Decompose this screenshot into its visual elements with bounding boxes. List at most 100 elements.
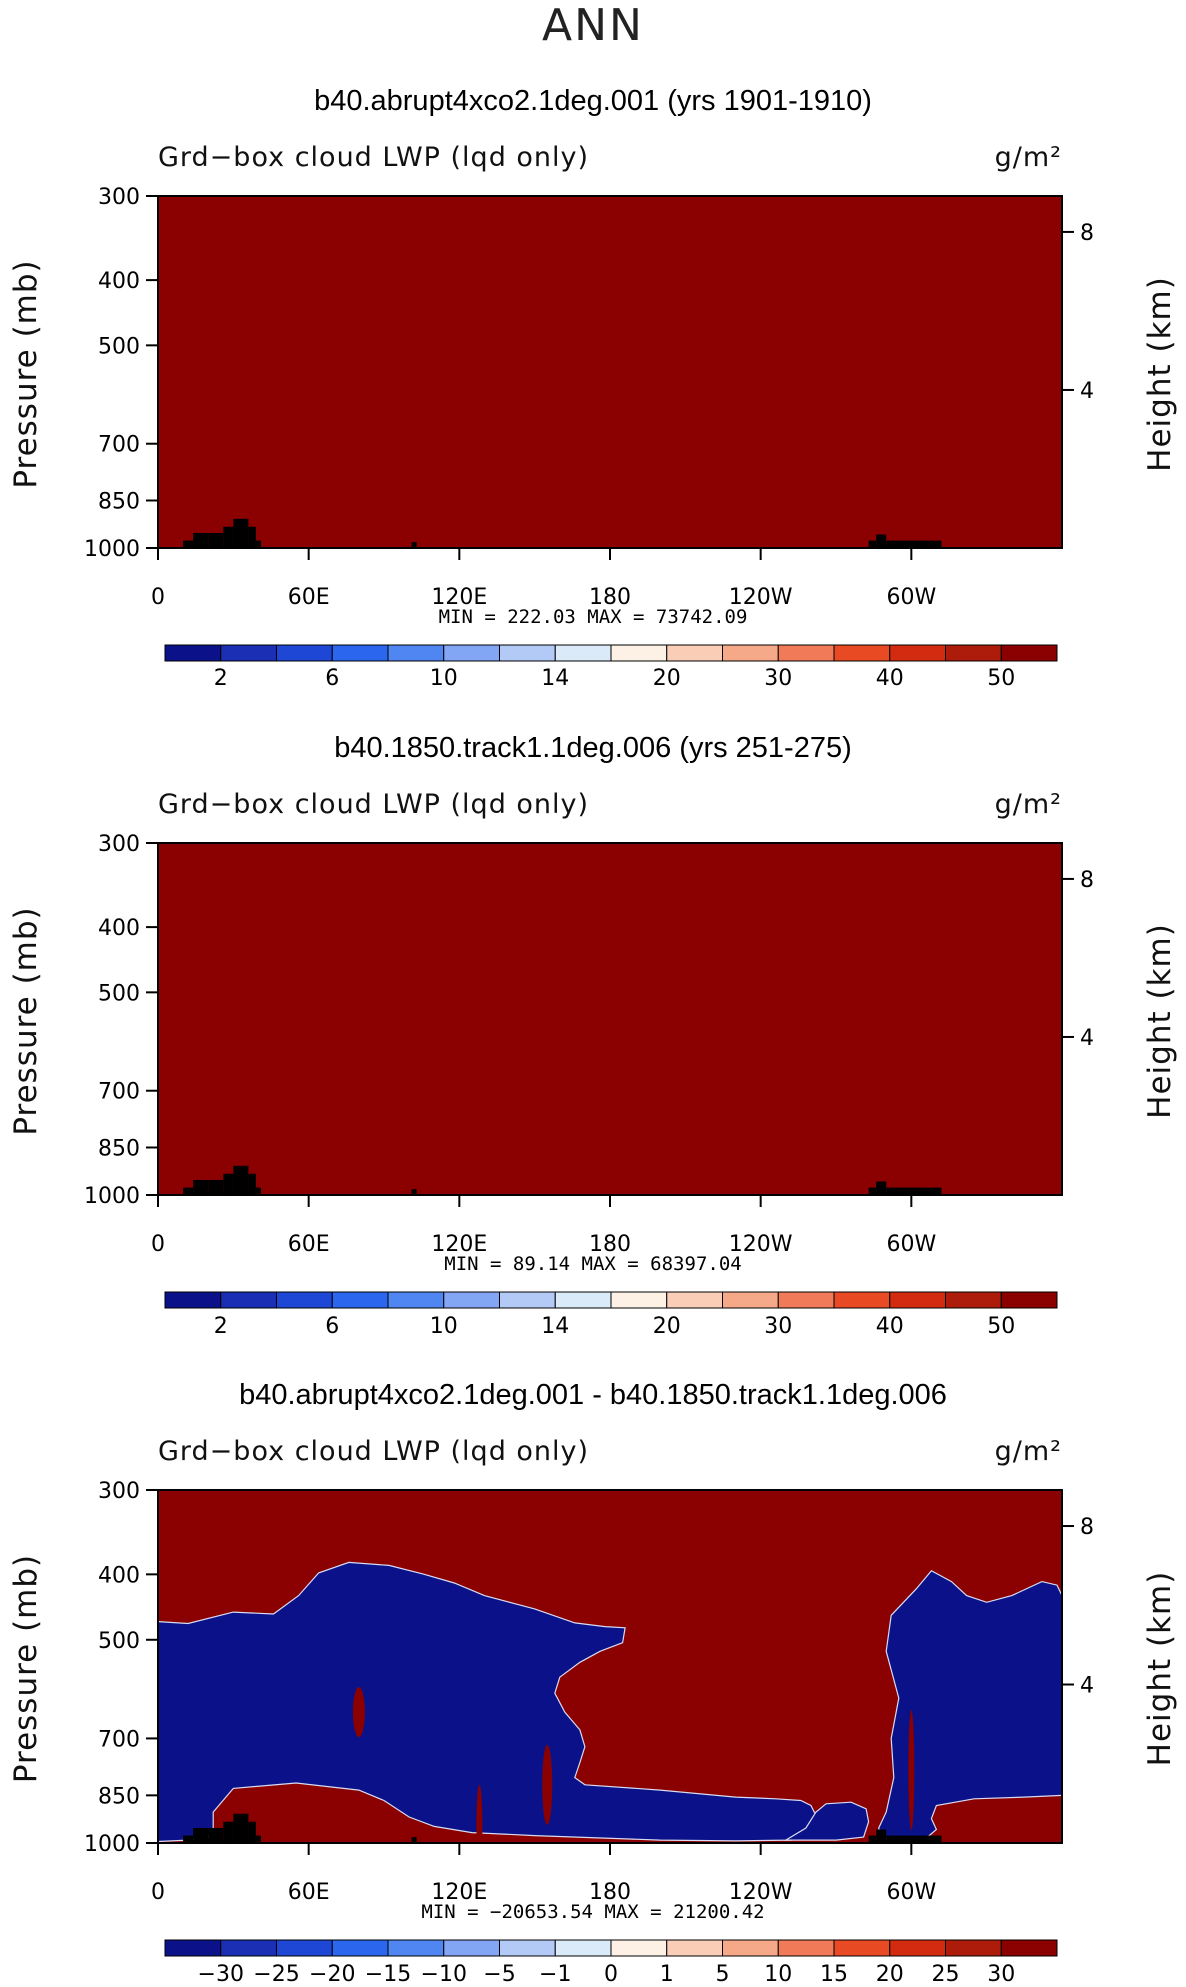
- panel3-colorbar-box-14: [889, 1939, 946, 1957]
- panel3-x-tick-label-4: 120W: [729, 1880, 793, 1905]
- panel1-topography-7: [255, 540, 261, 548]
- panel3-topography-9: [868, 1835, 877, 1843]
- panel2-topography-7: [255, 1187, 261, 1195]
- panel3-positive-island-3: [908, 1710, 915, 1831]
- panel1-x-tick-label-3: 180: [589, 585, 631, 610]
- panel2-colorbar-box-6: [443, 1291, 500, 1309]
- panel3-ylabel-right: Height (km): [1142, 1571, 1178, 1767]
- panel2-variable-label: Grd−box cloud LWP (lqd only): [158, 789, 589, 820]
- panel1-topography-8: [411, 542, 417, 548]
- panel1-colorbar-box-8: [554, 644, 612, 662]
- panel2-x-tick-label-1: 60E: [288, 1232, 330, 1257]
- panel3-colorbar-label-13: 20: [876, 1962, 904, 1987]
- panel2-colorbar-box-13: [833, 1291, 891, 1309]
- panel1-y-tick-label-700: 700: [98, 433, 140, 458]
- panel1-topography-12: [926, 540, 942, 548]
- panel3-colorbar-box-5: [387, 1939, 445, 1957]
- panel3-colorbar-label-4: −15: [365, 1962, 411, 1987]
- panel2-y-tick-label-400: 400: [98, 916, 140, 941]
- panel2-x-tick-label-0: 0: [151, 1232, 165, 1257]
- panel1-colorbar-box-13: [833, 644, 891, 662]
- panel1-colorbar-label-5: 20: [653, 666, 681, 691]
- panel2-colorbar-label-5: 20: [653, 1314, 681, 1339]
- panel1-topography-5: [233, 518, 249, 548]
- panel2-colorbar-box-16: [1000, 1291, 1058, 1309]
- panel3-colorbar-label-9: 1: [660, 1962, 674, 1987]
- panel2-topography-5: [233, 1165, 249, 1195]
- panel1-colorbar-label-8: 50: [987, 666, 1015, 691]
- panel2-y-tick-label-500: 500: [98, 981, 140, 1006]
- panel3-colorbar-label-14: 25: [932, 1962, 960, 1987]
- panel2-colorbar-box-3: [276, 1291, 333, 1309]
- panel2-colorbar-box-14: [889, 1291, 946, 1309]
- panel3-colorbar-box-12: [777, 1939, 835, 1957]
- panel3-colorbar-box-3: [276, 1939, 333, 1957]
- panel2-ylabel-right: Height (km): [1142, 923, 1178, 1119]
- panel2-colorbar-box-12: [777, 1291, 835, 1309]
- panel3-colorbar-label-2: −25: [253, 1962, 299, 1987]
- panel2-topography-1: [183, 1187, 194, 1195]
- panel1-topography-1: [183, 540, 194, 548]
- panel2-colorbar-box-8: [554, 1291, 612, 1309]
- panel3-x-tick-label-0: 0: [151, 1880, 165, 1905]
- panel3-topography-10: [876, 1829, 887, 1843]
- panel2-topography-9: [868, 1187, 877, 1195]
- panel1-topography-3: [208, 533, 224, 548]
- panel2-topography-8: [411, 1189, 417, 1195]
- panel1-colorbar-label-6: 30: [764, 666, 792, 691]
- panel3-colorbar-label-12: 15: [820, 1962, 848, 1987]
- panel1-colorbar-box-4: [331, 644, 389, 662]
- panel1-colorbar-box-15: [945, 644, 1002, 662]
- panel2-x-tick-label-3: 180: [589, 1232, 631, 1257]
- panel3-colorbar-label-3: −20: [309, 1962, 355, 1987]
- panel2-colorbar-box-2: [220, 1291, 277, 1309]
- panel1-colorbar-label-1: 2: [214, 666, 228, 691]
- panel3-y-tick-label-700: 700: [98, 1727, 140, 1752]
- panel1-y-tick-label-500: 500: [98, 334, 140, 359]
- panel1-topography-2: [193, 533, 209, 548]
- panel2-colorbar-box-15: [945, 1291, 1002, 1309]
- panel3-colorbar-label-10: 5: [716, 1962, 730, 1987]
- panel2-colorbar-label-4: 14: [541, 1314, 569, 1339]
- panel3-colorbar-label-5: −10: [421, 1962, 467, 1987]
- panel3-x-tick-label-1: 60E: [288, 1880, 330, 1905]
- panel3-topography-3: [208, 1827, 224, 1843]
- panel1-x-tick-label-0: 0: [151, 585, 165, 610]
- panel3-colorbar-box-10: [666, 1939, 723, 1957]
- panel1-colorbar-box-1: [164, 644, 222, 662]
- panel2-height-tick-label-1: 8: [1080, 868, 1094, 893]
- panel1-field-background: [158, 196, 1062, 548]
- panel3-colorbar-box-9: [610, 1939, 668, 1957]
- panel3-y-tick-label-850: 850: [98, 1784, 140, 1809]
- panel3-min-max: MIN = −20653.54 MAX = 21200.42: [421, 1901, 764, 1923]
- panel3-colorbar-box-11: [722, 1939, 779, 1957]
- panel3-x-tick-label-5: 60W: [886, 1880, 936, 1905]
- panel3-height-tick-label-0: 4: [1080, 1674, 1094, 1699]
- panel3-ylabel: Pressure (mb): [8, 1554, 44, 1783]
- panel2-height-tick-label-0: 4: [1080, 1026, 1094, 1051]
- panel2-y-tick-label-700: 700: [98, 1080, 140, 1105]
- panel2-x-tick-label-2: 120E: [431, 1232, 487, 1257]
- panel1-ylabel: Pressure (mb): [8, 259, 44, 488]
- panel1-colorbar-box-12: [777, 644, 835, 662]
- panel3-negative-region-1: [158, 1561, 825, 1843]
- panel1-topography-6: [248, 526, 256, 548]
- panel2-topography-12: [926, 1187, 942, 1195]
- panel1-ylabel-right: Height (km): [1142, 276, 1178, 472]
- panel3-topography-6: [248, 1821, 256, 1843]
- panel2-min-max: MIN = 89.14 MAX = 68397.04: [444, 1253, 741, 1275]
- panel1-units-label: g/m²: [995, 142, 1062, 173]
- panel2-topography-3: [208, 1180, 224, 1195]
- panel3-colorbar-label-7: −1: [539, 1962, 571, 1987]
- panel2-colorbar-box-10: [666, 1291, 723, 1309]
- panel3-topography-12: [926, 1835, 942, 1843]
- panel2-y-tick-label-300: 300: [98, 832, 140, 857]
- panel2-x-tick-label-5: 60W: [886, 1232, 936, 1257]
- panel1-y-tick-label-400: 400: [98, 269, 140, 294]
- panel1-y-tick-label-850: 850: [98, 489, 140, 514]
- panel3-colorbar-box-4: [331, 1939, 389, 1957]
- panel3-colorbar-label-8: 0: [604, 1962, 618, 1987]
- panel3-negative-regions: [158, 1561, 1062, 1843]
- panel3-x-tick-label-3: 180: [589, 1880, 631, 1905]
- panel1-colorbar-box-5: [387, 644, 445, 662]
